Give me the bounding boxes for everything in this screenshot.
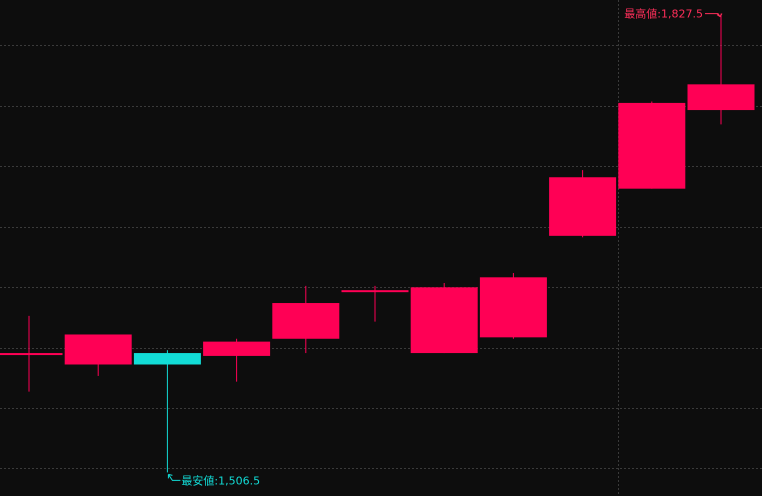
candle-body bbox=[410, 287, 478, 354]
candle bbox=[479, 273, 547, 339]
high-annotation-label: 最高値:1,827.5 bbox=[624, 7, 703, 21]
candle-body bbox=[0, 353, 63, 356]
candle-body bbox=[618, 102, 686, 189]
candle bbox=[687, 13, 755, 125]
candle-body bbox=[203, 341, 271, 356]
low-annotation-arrow bbox=[167, 473, 181, 481]
candle-body bbox=[341, 290, 409, 293]
candle-body bbox=[549, 177, 617, 236]
candle-body bbox=[64, 334, 132, 365]
candle bbox=[410, 283, 478, 354]
candle bbox=[133, 350, 201, 473]
low-annotation-label: 最安値:1,506.5 bbox=[181, 473, 260, 487]
candle bbox=[341, 285, 409, 322]
candle-body bbox=[687, 84, 755, 111]
candle-body bbox=[479, 277, 547, 338]
candle bbox=[64, 334, 132, 376]
annotations: 最高値:1,827.5 最安値:1,506.5 bbox=[167, 7, 723, 487]
candle-body bbox=[133, 353, 201, 365]
candle bbox=[549, 170, 617, 238]
candle bbox=[203, 338, 271, 382]
candles bbox=[0, 13, 755, 473]
high-annotation-arrow bbox=[705, 13, 723, 18]
candle bbox=[0, 315, 63, 392]
candle bbox=[618, 101, 686, 189]
candle-body bbox=[272, 303, 340, 339]
candle bbox=[272, 285, 340, 354]
